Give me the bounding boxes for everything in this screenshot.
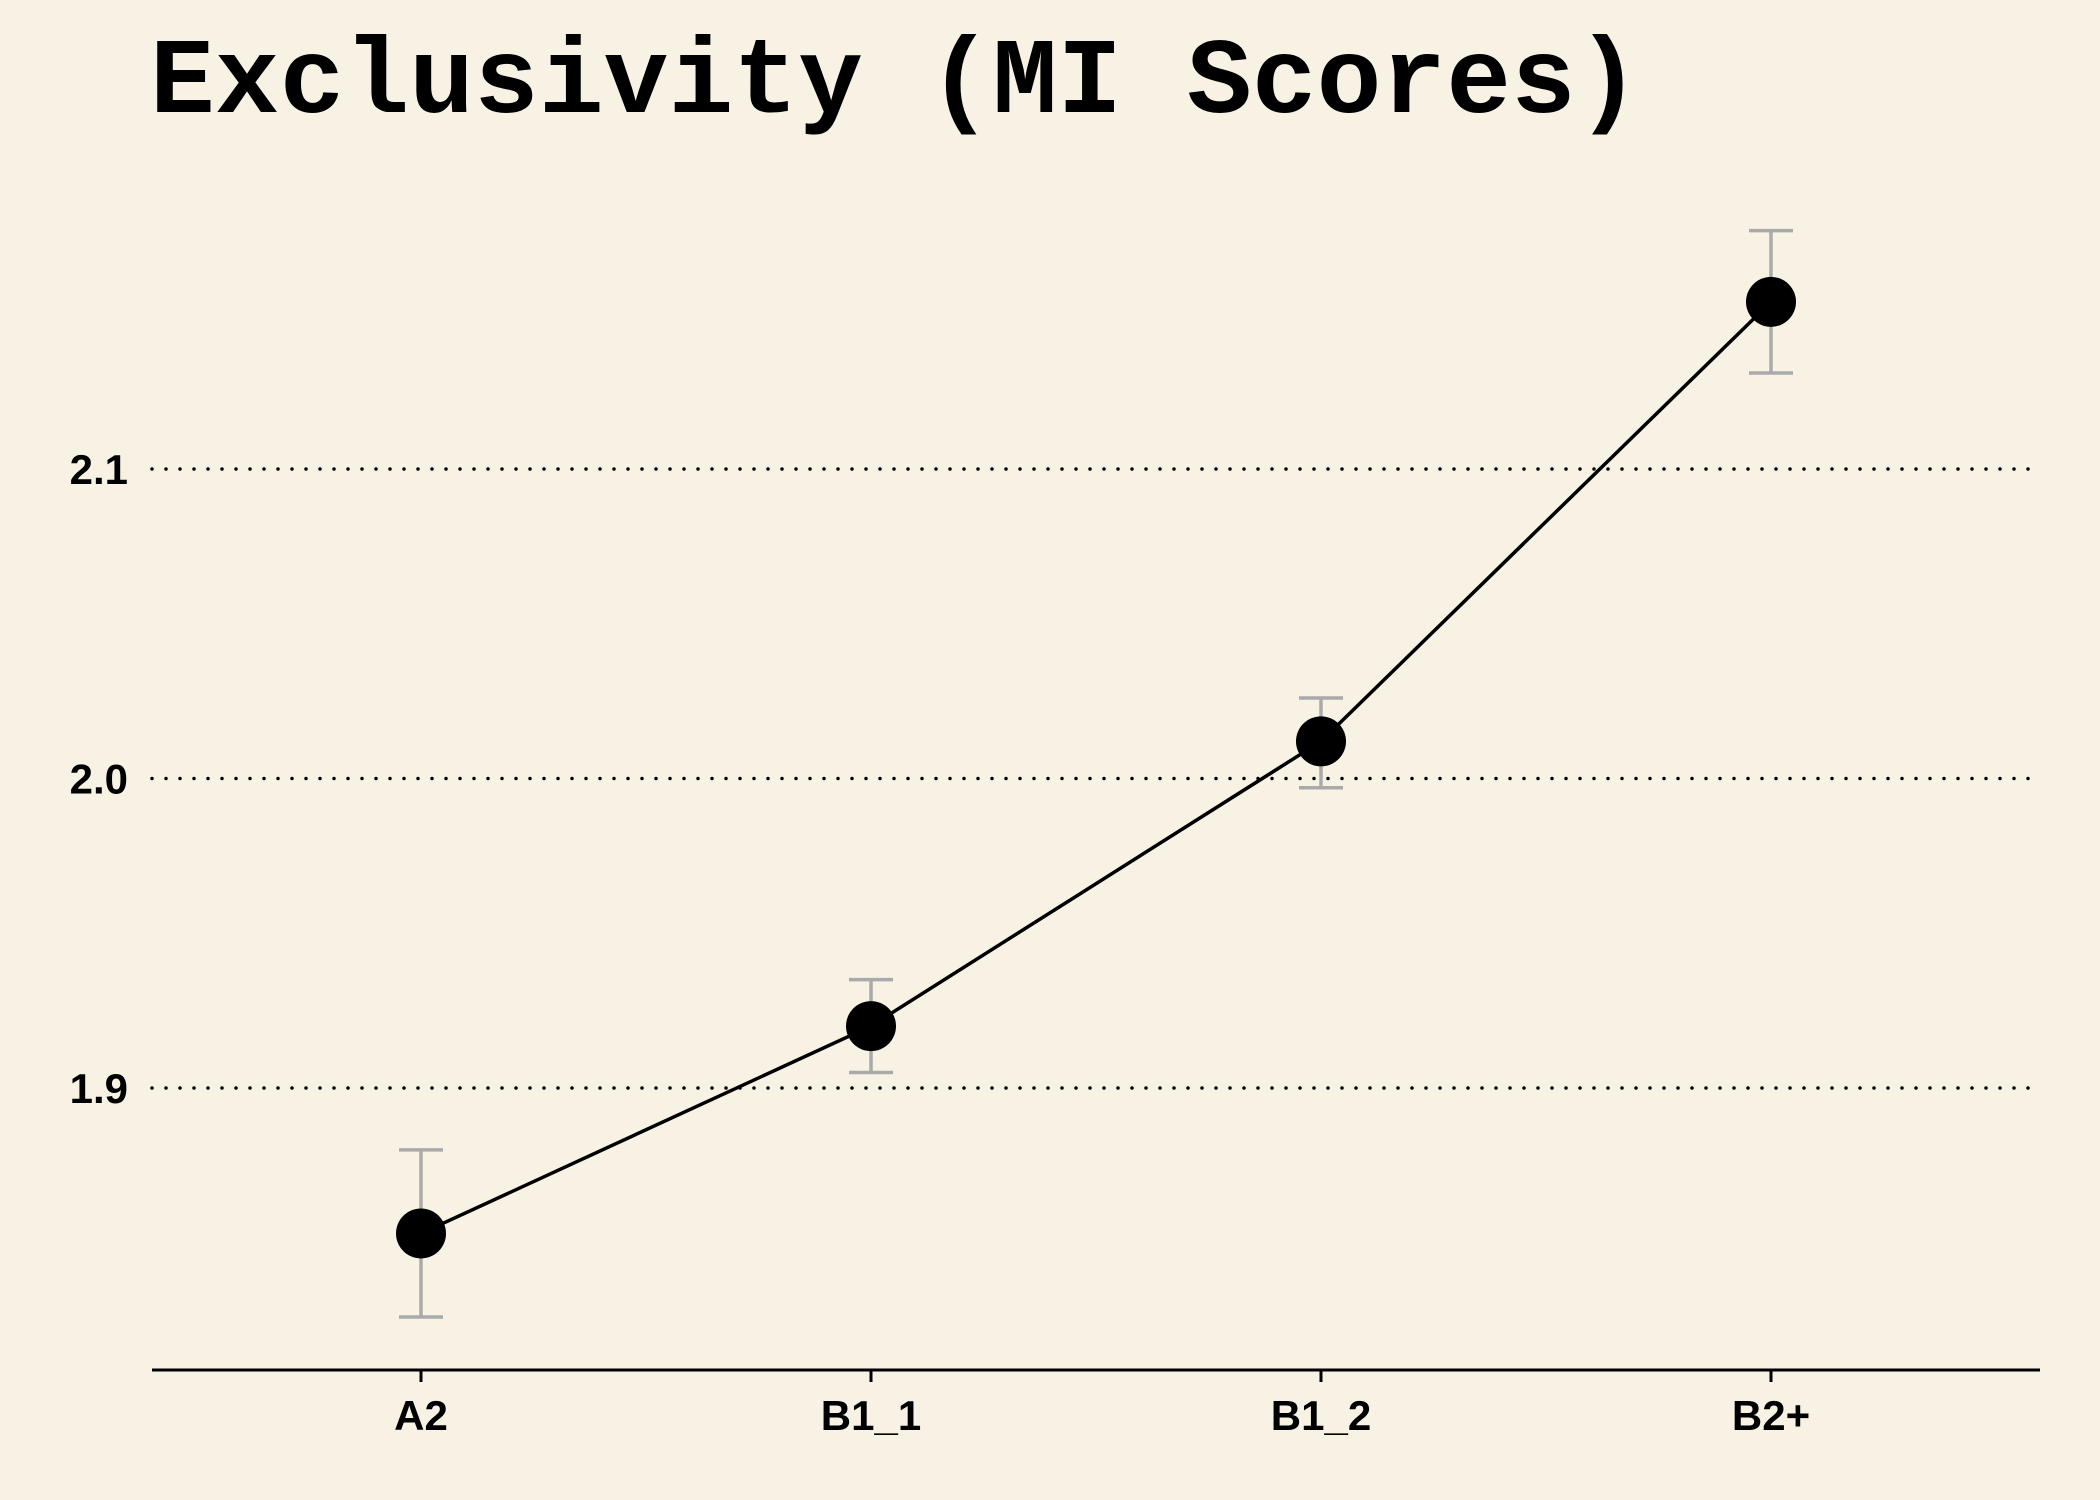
grid-lines	[150, 467, 2042, 1090]
data-markers	[396, 276, 1796, 1259]
y-tick-labels: 1.9 2.0 2.1	[70, 446, 128, 1112]
y-tick-label: 2.0	[70, 756, 128, 803]
x-tick-label: B1_2	[1271, 1392, 1371, 1439]
series-line	[420, 300, 1773, 1236]
x-tick-label: B2+	[1732, 1392, 1810, 1439]
y-tick-label: 2.1	[70, 446, 128, 493]
chart-title: Exclusivity (MI Scores)	[150, 23, 1641, 145]
data-point	[1746, 276, 1796, 327]
data-point	[846, 1001, 896, 1052]
x-tick-label: A2	[394, 1392, 448, 1439]
data-point	[1296, 716, 1346, 767]
data-point	[396, 1208, 446, 1259]
y-tick-label: 1.9	[70, 1065, 128, 1112]
x-ticks: A2 B1_1 B1_2 B2+	[394, 1370, 1810, 1439]
x-tick-label: B1_1	[821, 1392, 921, 1439]
error-bars	[399, 228, 1793, 1319]
